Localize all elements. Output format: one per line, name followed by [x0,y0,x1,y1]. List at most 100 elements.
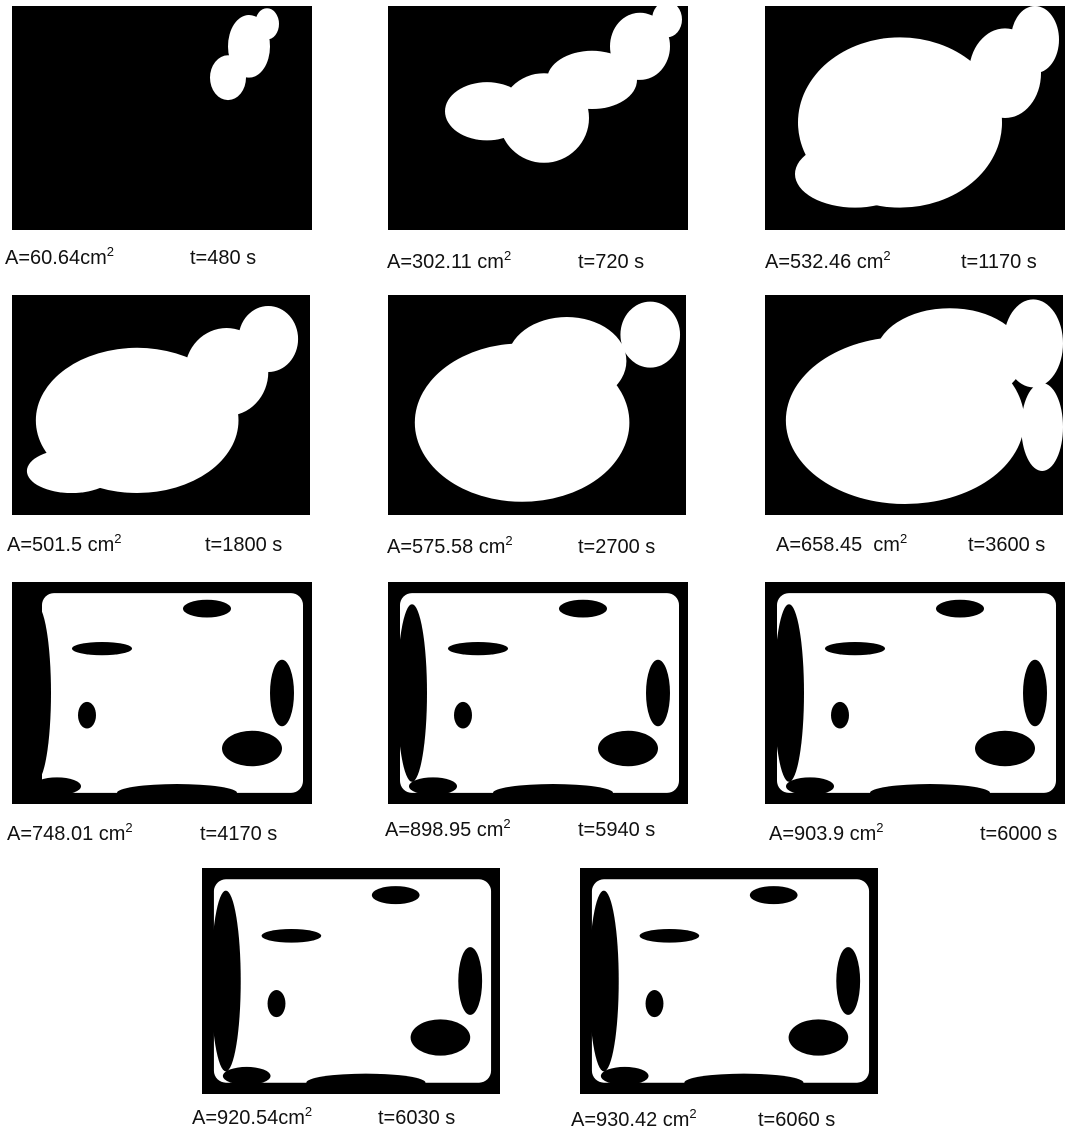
area-label: A=930.42 cm2 [571,1108,697,1132]
dry-spot [789,1019,849,1055]
dry-spot [448,642,508,655]
area-label: A=302.11 cm2 [387,250,511,274]
time-label: t=5940 s [578,818,655,842]
wet-region [27,449,116,493]
area-text: A=658.45 cm [776,534,900,556]
dry-spot [936,600,984,618]
time-label: t=6030 s [378,1106,455,1130]
time-label: t=720 s [578,250,644,274]
wet-region [875,308,1024,405]
dry-spot [78,702,96,729]
dry-spot [493,784,613,802]
dry-spot [222,731,282,767]
dry-spot [750,886,798,904]
area-label: A=532.46 cm2 [765,250,891,274]
time-label: t=6060 s [758,1108,835,1132]
dry-spot [270,660,294,727]
wet-region [1021,383,1063,471]
dry-spot [306,1074,425,1092]
binary-image [765,295,1063,515]
binary-image [765,6,1065,230]
dry-spot [262,929,322,943]
area-exponent: 2 [504,248,511,263]
area-label: A=748.01 cm2 [7,822,133,846]
dry-spot [21,604,51,782]
area-exponent: 2 [900,531,907,546]
area-label: A=898.95 cm2 [385,818,511,842]
dry-spot [268,990,286,1017]
area-label: A=920.54cm2 [192,1106,312,1130]
dry-spot [640,929,700,943]
area-exponent: 2 [876,820,883,835]
dry-spot [559,600,607,618]
dry-spot [601,1067,649,1085]
time-label: t=2700 s [578,535,655,559]
area-text: A=903.9 cm [769,823,876,845]
time-label: t=6000 s [980,822,1057,846]
dry-spot [646,990,664,1017]
dry-spot [836,947,860,1015]
area-text: A=501.5 cm [7,534,114,556]
binary-image [12,295,310,515]
area-text: A=60.64cm [5,247,107,269]
dry-spot [870,784,990,802]
area-text: A=920.54cm [192,1107,305,1129]
area-label: A=575.58 cm2 [387,535,513,559]
area-text: A=898.95 cm [385,819,503,841]
dry-spot [684,1074,803,1092]
binary-image [388,582,688,804]
area-text: A=302.11 cm [387,251,504,273]
area-text: A=532.46 cm [765,251,883,273]
dry-spot [825,642,885,655]
binary-image [388,6,688,230]
dry-spot [786,777,834,795]
area-label: A=903.9 cm2 [769,822,884,846]
dry-spot [975,731,1035,767]
binary-image [580,868,878,1094]
dry-spot [372,886,420,904]
area-exponent: 2 [305,1104,312,1119]
figure: A=60.64cm2t=480 sA=302.11 cm2t=720 sA=53… [0,0,1078,1132]
wet-region [210,55,246,100]
time-label: t=480 s [190,246,256,270]
wet-region [795,140,915,207]
area-label: A=60.64cm2 [5,246,114,270]
wet-region [1003,299,1063,387]
wet-region [238,306,298,372]
area-exponent: 2 [505,533,512,548]
dry-spot [223,1067,271,1085]
area-exponent: 2 [125,820,132,835]
area-text: A=575.58 cm [387,536,505,558]
dry-spot [1023,660,1047,727]
area-exponent: 2 [107,244,114,259]
area-label: A=658.45 cm2 [776,533,907,557]
binary-image [12,6,312,230]
binary-image [388,295,686,515]
wet-region [255,8,279,39]
area-text: A=748.01 cm [7,823,125,845]
dry-spot [409,777,457,795]
dry-spot [411,1019,471,1055]
binary-image [202,868,500,1094]
binary-image [12,582,312,804]
time-label: t=1170 s [961,250,1037,274]
area-exponent: 2 [689,1106,696,1121]
dry-spot [211,891,241,1072]
time-label: t=1800 s [205,533,282,557]
area-text: A=930.42 cm [571,1109,689,1131]
wet-region [620,302,680,368]
dry-spot [646,660,670,727]
dry-spot [458,947,482,1015]
dry-spot [72,642,132,655]
dry-spot [598,731,658,767]
dry-spot [397,604,427,782]
dry-spot [33,777,81,795]
time-label: t=3600 s [968,533,1045,557]
area-exponent: 2 [883,248,890,263]
time-label: t=4170 s [200,822,277,846]
dry-spot [454,702,472,729]
wet-region [507,317,626,405]
dry-spot [831,702,849,729]
area-exponent: 2 [114,531,121,546]
dry-spot [117,784,237,802]
